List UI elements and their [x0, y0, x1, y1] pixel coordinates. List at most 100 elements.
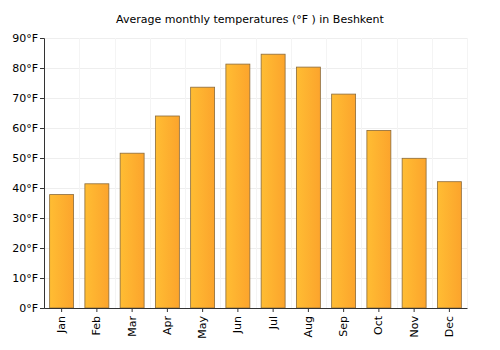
grid-line-vertical — [220, 38, 221, 308]
x-axis: Jan Feb Mar Apr May Jun Jul Aug Sep Oct Nov Dec — [45, 308, 468, 339]
grid-line-vertical — [432, 38, 433, 308]
y-tick-mark — [40, 68, 44, 69]
x-tick-mark — [237, 308, 238, 312]
grid-line-vertical — [326, 38, 327, 308]
x-tick: Aug — [302, 308, 315, 337]
y-tick: 20°F — [12, 242, 44, 255]
x-tick: Sep — [337, 308, 350, 337]
y-tick-mark — [40, 98, 44, 99]
x-tick: Jun — [231, 308, 244, 334]
bars — [50, 54, 462, 308]
bar — [50, 195, 74, 308]
y-tick-label: 60°F — [12, 122, 38, 135]
x-tick-label: Feb — [90, 316, 103, 335]
y-tick-label: 70°F — [12, 92, 38, 105]
x-tick-label: Oct — [372, 315, 385, 335]
x-tick-mark — [61, 308, 62, 312]
x-tick-label: Jul — [267, 316, 280, 330]
plot-area: 0°F 10°F 20°F 30°F 40°F 50°F 60°F 70°F 80°F 90°F J… — [12, 32, 467, 339]
grid-line-vertical — [361, 38, 362, 308]
y-tick: 0°F — [19, 302, 44, 315]
grid-line-vertical — [150, 38, 151, 308]
y-tick: 70°F — [12, 92, 44, 105]
x-tick-mark — [308, 308, 309, 312]
y-tick: 80°F — [12, 62, 44, 75]
x-tick-mark — [132, 308, 133, 312]
bar — [437, 182, 461, 308]
y-tick-mark — [40, 188, 44, 189]
x-tick: Jan — [55, 308, 68, 334]
y-axis-line — [40, 39, 45, 309]
bar — [120, 153, 144, 308]
x-tick: Mar — [126, 308, 139, 337]
grid-line-vertical — [79, 38, 80, 308]
grid-line-vertical — [256, 38, 257, 308]
y-tick-label: 90°F — [12, 32, 38, 45]
bar — [332, 94, 356, 308]
x-tick: Jul — [267, 308, 280, 330]
y-tick: 60°F — [12, 122, 44, 135]
x-tick: Apr — [161, 308, 174, 335]
y-tick: 40°F — [12, 182, 44, 195]
y-tick: 90°F — [12, 32, 44, 45]
x-tick-label: May — [196, 316, 209, 339]
x-tick-label: Jun — [231, 316, 244, 334]
grid-line — [44, 128, 467, 129]
x-tick-mark — [343, 308, 344, 312]
x-tick-mark — [202, 308, 203, 312]
y-tick-label: 40°F — [12, 182, 38, 195]
y-tick: 30°F — [12, 212, 44, 225]
x-tick-label: Nov — [408, 316, 421, 338]
x-tick: Oct — [372, 308, 385, 335]
x-tick: Dec — [443, 308, 456, 337]
x-tick-label: Sep — [337, 316, 350, 337]
grid-line-vertical — [291, 38, 292, 308]
grid-line-vertical — [467, 38, 468, 308]
y-axis: 0°F 10°F 20°F 30°F 40°F 50°F 60°F 70°F 80°F 90°F — [12, 32, 44, 315]
x-tick: May — [196, 308, 209, 339]
x-tick-label: Apr — [161, 316, 174, 336]
bar — [191, 87, 215, 308]
bar — [402, 158, 426, 308]
y-tick-mark — [40, 218, 44, 219]
y-tick-mark — [40, 278, 44, 279]
x-tick: Feb — [90, 308, 103, 335]
bar — [85, 184, 109, 308]
y-tick-label: 20°F — [12, 242, 38, 255]
x-tick-label: Aug — [302, 316, 315, 337]
grid — [44, 38, 468, 309]
chart: Average monthly temperatures (°F ) in Be… — [0, 0, 500, 350]
grid-line-vertical — [397, 38, 398, 308]
y-tick-label: 30°F — [12, 212, 38, 225]
y-tick: 50°F — [12, 152, 44, 165]
x-tick: Nov — [408, 308, 421, 337]
y-tick: 10°F — [12, 272, 44, 285]
x-tick-label: Mar — [126, 316, 139, 337]
y-tick-mark — [40, 128, 44, 129]
x-tick-mark — [414, 308, 415, 312]
y-tick-label: 50°F — [12, 152, 38, 165]
bar — [226, 64, 250, 308]
grid-line — [44, 38, 467, 39]
x-tick-mark — [449, 308, 450, 312]
x-tick-label: Dec — [443, 316, 456, 337]
grid-line-vertical — [185, 38, 186, 308]
y-tick-mark — [40, 158, 44, 159]
x-axis-line — [45, 308, 468, 309]
grid-line — [44, 308, 467, 309]
bar — [155, 116, 179, 308]
bar — [261, 54, 285, 308]
x-tick-label: Jan — [55, 316, 68, 334]
grid-line — [44, 68, 467, 69]
x-tick-mark — [378, 308, 379, 312]
bar — [367, 130, 391, 308]
grid-line-vertical — [115, 38, 116, 308]
x-tick-mark — [167, 308, 168, 312]
x-tick-mark — [96, 308, 97, 312]
bar — [296, 67, 320, 308]
y-tick-mark — [40, 248, 44, 249]
y-tick-label: 10°F — [12, 272, 38, 285]
x-tick-mark — [273, 308, 274, 312]
y-tick-mark — [40, 38, 44, 39]
title: Average monthly temperatures (°F ) in Be… — [116, 13, 384, 26]
